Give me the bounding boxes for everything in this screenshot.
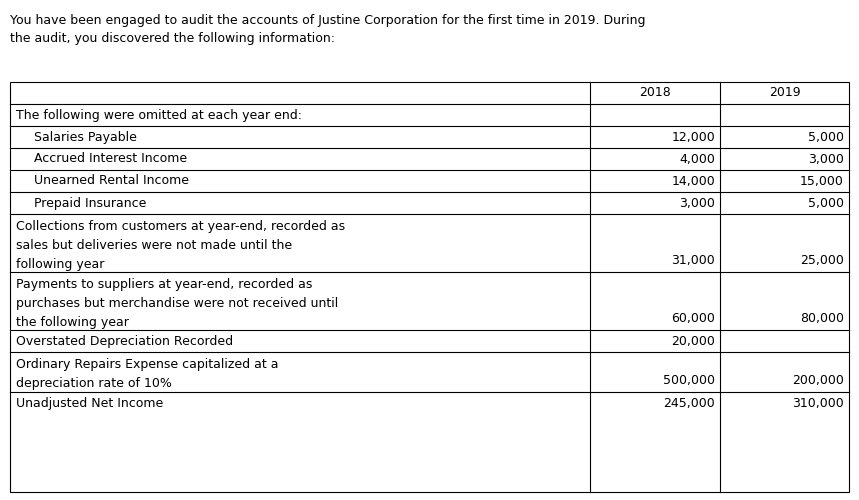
Text: You have been engaged to audit the accounts of Justine Corporation for the first: You have been engaged to audit the accou…: [10, 14, 645, 27]
Text: Prepaid Insurance: Prepaid Insurance: [34, 196, 146, 209]
Text: Ordinary Repairs Expense capitalized at a
depreciation rate of 10%: Ordinary Repairs Expense capitalized at …: [16, 358, 278, 390]
Text: Overstated Depreciation Recorded: Overstated Depreciation Recorded: [16, 334, 233, 347]
Text: Unadjusted Net Income: Unadjusted Net Income: [16, 396, 163, 409]
Text: 25,000: 25,000: [800, 254, 844, 267]
Text: 4,000: 4,000: [679, 152, 715, 166]
Text: Accrued Interest Income: Accrued Interest Income: [34, 152, 187, 166]
Text: 3,000: 3,000: [679, 196, 715, 209]
Text: 60,000: 60,000: [671, 312, 715, 325]
Text: 20,000: 20,000: [671, 334, 715, 347]
Text: 2018: 2018: [639, 86, 671, 100]
Text: 5,000: 5,000: [808, 196, 844, 209]
Text: 31,000: 31,000: [671, 254, 715, 267]
Text: Collections from customers at year-end, recorded as
sales but deliveries were no: Collections from customers at year-end, …: [16, 220, 345, 271]
Text: 15,000: 15,000: [800, 174, 844, 188]
Text: 80,000: 80,000: [800, 312, 844, 325]
Text: 3,000: 3,000: [808, 152, 844, 166]
Text: Salaries Payable: Salaries Payable: [34, 130, 137, 143]
Text: The following were omitted at each year end:: The following were omitted at each year …: [16, 108, 302, 122]
Text: 14,000: 14,000: [671, 174, 715, 188]
Text: 245,000: 245,000: [663, 396, 715, 409]
Text: 5,000: 5,000: [808, 130, 844, 143]
Text: 310,000: 310,000: [792, 396, 844, 409]
Text: 200,000: 200,000: [792, 374, 844, 387]
Text: Payments to suppliers at year-end, recorded as
purchases but merchandise were no: Payments to suppliers at year-end, recor…: [16, 278, 338, 329]
Text: 2019: 2019: [769, 86, 801, 100]
Text: 12,000: 12,000: [671, 130, 715, 143]
Text: the audit, you discovered the following information:: the audit, you discovered the following …: [10, 32, 335, 45]
Text: 500,000: 500,000: [663, 374, 715, 387]
Text: Unearned Rental Income: Unearned Rental Income: [34, 174, 189, 188]
Bar: [10, 82, 849, 492]
